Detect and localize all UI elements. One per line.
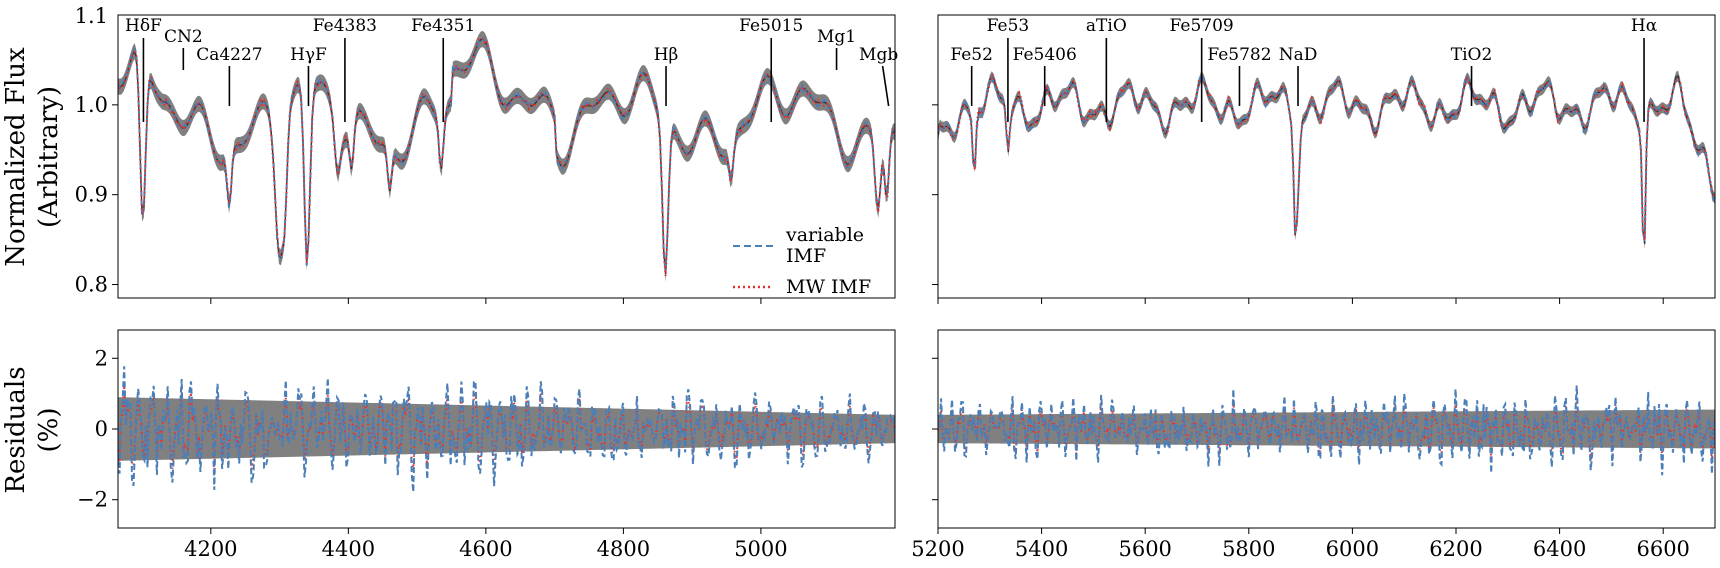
legend-variable-imf-label-line1: variable: [785, 224, 864, 246]
residual-left-plot-area: [118, 366, 895, 493]
flux-ylabel-line1: Normalized Flux: [1, 47, 31, 267]
y-tick-label: 1.1: [75, 4, 108, 28]
x-tick-label: 5600: [1118, 537, 1171, 561]
flux-left-ticks: 0.8 0.9 1.0 1.1: [75, 4, 762, 304]
x-tick-label: 4200: [184, 537, 237, 561]
feature-label: aTiO: [1086, 16, 1127, 36]
feature-label: Fe52: [950, 45, 993, 65]
feature-label: HγF: [290, 45, 327, 65]
feature-label: Fe5015: [739, 16, 803, 36]
residual-panel-left: 4200 4400 4600 4800 5000 −2 0 2: [77, 329, 896, 561]
y-tick-label: 2: [95, 346, 108, 370]
legend: variable IMF MW IMF: [733, 224, 871, 298]
x-tick-label: 6400: [1533, 537, 1586, 561]
x-tick-label: 4600: [459, 537, 512, 561]
residual-right-ticks: 5200 5400 5600 5800 6000 6200 6400 6600: [911, 357, 1690, 561]
feature-labels-right: Fe52 Fe53 Fe5406 aTiO Fe5709 Fe5782 NaD TiO2 Hα: [950, 16, 1658, 122]
feature-label: Ca4227: [196, 45, 262, 65]
feature-label: Fe5782: [1207, 45, 1271, 65]
residual-ylabel-line2: (%): [34, 408, 64, 453]
feature-label: HδF: [125, 16, 162, 36]
legend-variable-imf-label-line2: IMF: [786, 245, 826, 267]
x-tick-label: 6000: [1326, 537, 1379, 561]
y-tick-label: −2: [77, 488, 108, 512]
variable-imf-line-left: [118, 37, 895, 273]
y-tick-label: 1.0: [75, 93, 108, 117]
flux-right-frame: [937, 14, 1716, 299]
feature-label: CN2: [164, 27, 203, 47]
x-tick-label: 6200: [1429, 537, 1482, 561]
flux-panel-right: Fe52 Fe53 Fe5406 aTiO Fe5709 Fe5782 NaD TiO2 Hα: [932, 14, 1716, 304]
feature-marker: [881, 65, 890, 107]
residual-right-plot-area: [938, 385, 1715, 476]
y-tick-label: 0.8: [75, 273, 108, 297]
residual-ylabel-line1: Residuals: [1, 366, 31, 493]
feature-label: Hβ: [654, 45, 679, 65]
flux-right-ticks: [932, 104, 1664, 304]
feature-label: Mgb: [859, 45, 898, 65]
feature-label: Hα: [1631, 16, 1658, 36]
flux-left-plot-area: [118, 30, 895, 283]
feature-label: TiO2: [1451, 45, 1493, 65]
x-tick-label: 5000: [734, 537, 787, 561]
mw-imf-line-right: [938, 72, 1715, 241]
flux-ylabel-line2: (Arbitrary): [34, 86, 64, 228]
feature-label: Fe53: [987, 16, 1030, 36]
variable-imf-residual-right: [938, 385, 1715, 476]
flux-left-frame: [117, 14, 896, 299]
x-tick-label: 5200: [911, 537, 964, 561]
legend-mw-imf-label: MW IMF: [786, 276, 871, 298]
feature-label: Fe4351: [411, 16, 475, 36]
mw-imf-line-left: [118, 36, 895, 277]
x-tick-label: 4800: [597, 537, 650, 561]
feature-label: Mg1: [817, 27, 856, 47]
variable-imf-line-right: [938, 74, 1715, 242]
feature-label: Fe5709: [1170, 16, 1234, 36]
x-tick-label: 4400: [322, 537, 375, 561]
flux-right-plot-area: [938, 70, 1715, 250]
feature-label: NaD: [1279, 45, 1318, 65]
variable-imf-residual-left: [118, 366, 895, 493]
y-tick-label: 0.9: [75, 183, 108, 207]
mw-imf-residual-left: [118, 383, 895, 472]
x-tick-label: 5800: [1222, 537, 1275, 561]
feature-label: Fe5406: [1013, 45, 1077, 65]
x-tick-label: 5400: [1015, 537, 1068, 561]
feature-label: Fe4383: [313, 16, 377, 36]
residual-left-ticks: 4200 4400 4600 4800 5000 −2 0 2: [77, 346, 788, 561]
residual-panel-right: 5200 5400 5600 5800 6000 6200 6400 6600: [911, 329, 1716, 561]
x-tick-label: 6600: [1636, 537, 1689, 561]
y-tick-label: 0: [95, 417, 108, 441]
